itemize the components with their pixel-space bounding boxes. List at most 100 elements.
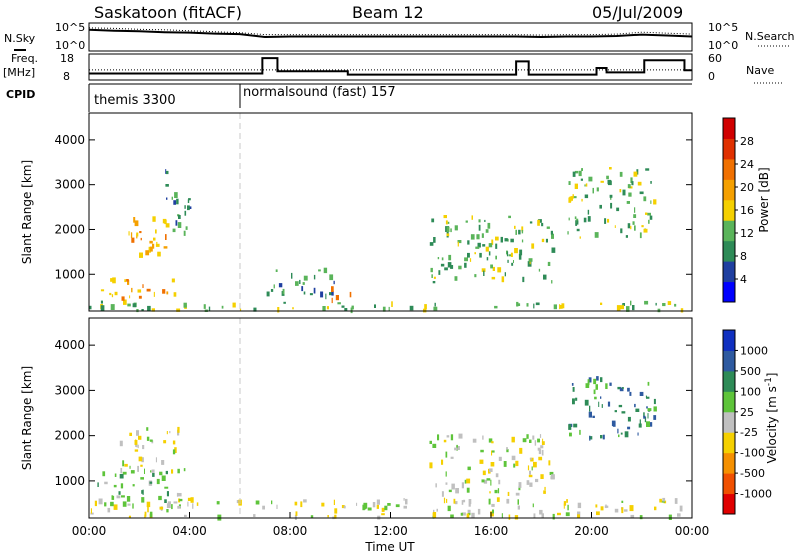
data-cell xyxy=(526,480,530,485)
data-cell xyxy=(623,509,628,512)
data-cell xyxy=(118,491,121,495)
data-cell xyxy=(495,473,499,478)
data-cell xyxy=(144,511,147,517)
data-cell xyxy=(498,479,501,485)
data-cell xyxy=(169,431,171,434)
station-title: Saskatoon (fitACF) xyxy=(94,3,242,22)
data-cell xyxy=(333,280,335,285)
data-cell xyxy=(387,503,391,506)
data-cell xyxy=(450,434,454,441)
data-cell xyxy=(481,233,484,238)
data-cell xyxy=(166,503,171,508)
data-cell xyxy=(391,301,393,307)
ytick-label: 3000 xyxy=(54,383,85,397)
data-cell xyxy=(90,508,92,514)
data-cell xyxy=(100,305,105,311)
data-cell xyxy=(130,470,135,474)
data-cell xyxy=(481,268,486,272)
data-cell xyxy=(466,513,470,518)
data-cell xyxy=(470,234,475,240)
data-cell xyxy=(577,502,582,509)
data-cell xyxy=(533,461,537,468)
data-cell xyxy=(372,502,376,508)
data-cell xyxy=(463,499,466,503)
data-cell xyxy=(584,194,589,199)
data-cell xyxy=(104,481,108,485)
data-cell xyxy=(522,276,525,283)
data-cell xyxy=(151,308,155,312)
data-cell xyxy=(648,422,653,427)
colorbar-tick-label: -100 xyxy=(740,447,765,460)
data-cell xyxy=(636,169,639,175)
data-cell xyxy=(433,276,436,279)
data-cell xyxy=(461,482,464,489)
data-cell xyxy=(483,479,488,484)
data-cell xyxy=(627,223,631,229)
data-cell xyxy=(585,383,590,388)
data-cell xyxy=(632,305,635,311)
data-cell xyxy=(551,474,555,480)
data-cell xyxy=(110,304,115,310)
nsky-line xyxy=(88,28,693,39)
data-cell xyxy=(171,196,173,200)
data-cell xyxy=(431,218,435,223)
data-cell xyxy=(464,479,467,484)
data-cell xyxy=(533,513,536,519)
data-cell xyxy=(329,292,333,296)
data-cell xyxy=(140,477,144,480)
data-cell xyxy=(343,505,346,509)
data-cell xyxy=(446,435,450,438)
cpid-panel: CPID themis 3300 normalsound (fast) 157 xyxy=(6,83,692,112)
data-cell xyxy=(155,243,160,247)
data-cell xyxy=(443,497,446,504)
data-cell xyxy=(138,295,142,299)
data-cell xyxy=(208,306,211,312)
data-cell xyxy=(600,435,603,439)
data-cell xyxy=(124,463,128,467)
data-cell xyxy=(514,515,519,520)
data-cell xyxy=(537,447,541,451)
data-cell xyxy=(270,289,274,292)
data-cell xyxy=(433,509,435,513)
data-cell xyxy=(517,303,521,306)
data-cell xyxy=(146,427,149,431)
data-cell xyxy=(147,305,151,312)
data-cell xyxy=(321,502,325,507)
data-cell xyxy=(532,503,534,508)
data-cell xyxy=(649,215,653,220)
data-cell xyxy=(114,473,117,477)
data-cell xyxy=(677,513,681,517)
data-cell xyxy=(559,305,563,309)
colorbar-tick-label: -1000 xyxy=(740,488,772,501)
data-cell xyxy=(634,403,636,408)
data-cell xyxy=(176,198,179,205)
data-cell xyxy=(112,277,116,284)
data-cell xyxy=(161,460,165,465)
power-panel: 1000 2000 3000 4000 Slant Range [km] 4 8 12 16… xyxy=(20,112,771,314)
data-cell xyxy=(495,255,497,260)
data-cell xyxy=(276,504,278,509)
data-cell xyxy=(491,276,496,280)
data-cell xyxy=(596,511,600,516)
data-cell xyxy=(620,432,623,435)
data-cell xyxy=(616,207,620,212)
data-cell xyxy=(388,306,390,312)
data-cell xyxy=(521,230,524,234)
data-cell xyxy=(137,444,139,449)
data-cell xyxy=(588,176,593,182)
data-cell xyxy=(580,178,583,181)
data-cell xyxy=(504,238,508,242)
data-cell xyxy=(114,291,118,296)
data-cell xyxy=(491,503,495,507)
data-cell xyxy=(488,243,493,248)
data-cell xyxy=(607,401,611,407)
data-cell xyxy=(483,270,485,276)
data-cell xyxy=(647,413,649,419)
data-cell xyxy=(374,304,376,308)
data-cell xyxy=(443,215,447,219)
cpid-label: CPID xyxy=(6,88,35,101)
colorbar-tick-label: -25 xyxy=(740,426,758,439)
data-cell xyxy=(111,495,114,500)
data-cell xyxy=(132,303,137,308)
data-cell xyxy=(164,499,167,503)
